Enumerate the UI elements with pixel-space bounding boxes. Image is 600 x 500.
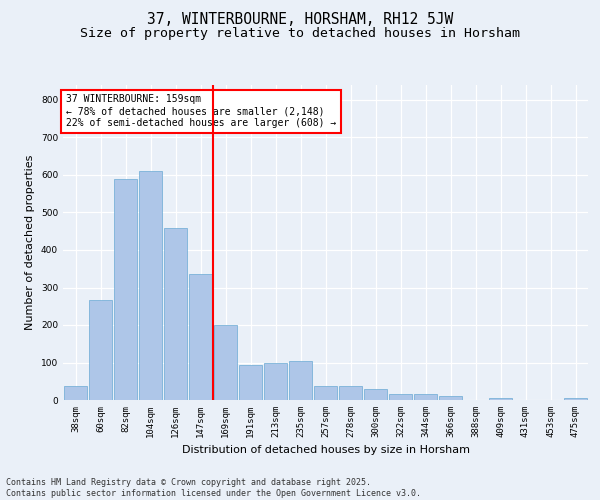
Bar [314, 386, 337, 400]
Bar [89, 300, 112, 400]
Text: 37, WINTERBOURNE, HORSHAM, RH12 5JW: 37, WINTERBOURNE, HORSHAM, RH12 5JW [147, 12, 453, 28]
Bar [414, 394, 437, 400]
Bar [64, 386, 87, 400]
Bar [164, 228, 187, 400]
Bar [364, 389, 387, 400]
Text: 37 WINTERBOURNE: 159sqm
← 78% of detached houses are smaller (2,148)
22% of semi: 37 WINTERBOURNE: 159sqm ← 78% of detache… [65, 94, 336, 128]
Bar [189, 274, 212, 400]
Y-axis label: Number of detached properties: Number of detached properties [25, 155, 35, 330]
X-axis label: Distribution of detached houses by size in Horsham: Distribution of detached houses by size … [182, 446, 470, 456]
Bar [264, 362, 287, 400]
Bar [114, 180, 137, 400]
Bar [214, 325, 237, 400]
Bar [489, 398, 512, 400]
Bar [239, 365, 262, 400]
Bar [564, 398, 587, 400]
Bar [439, 396, 462, 400]
Bar [289, 360, 312, 400]
Bar [139, 171, 162, 400]
Text: Size of property relative to detached houses in Horsham: Size of property relative to detached ho… [80, 28, 520, 40]
Bar [339, 386, 362, 400]
Bar [389, 394, 412, 400]
Text: Contains HM Land Registry data © Crown copyright and database right 2025.
Contai: Contains HM Land Registry data © Crown c… [6, 478, 421, 498]
